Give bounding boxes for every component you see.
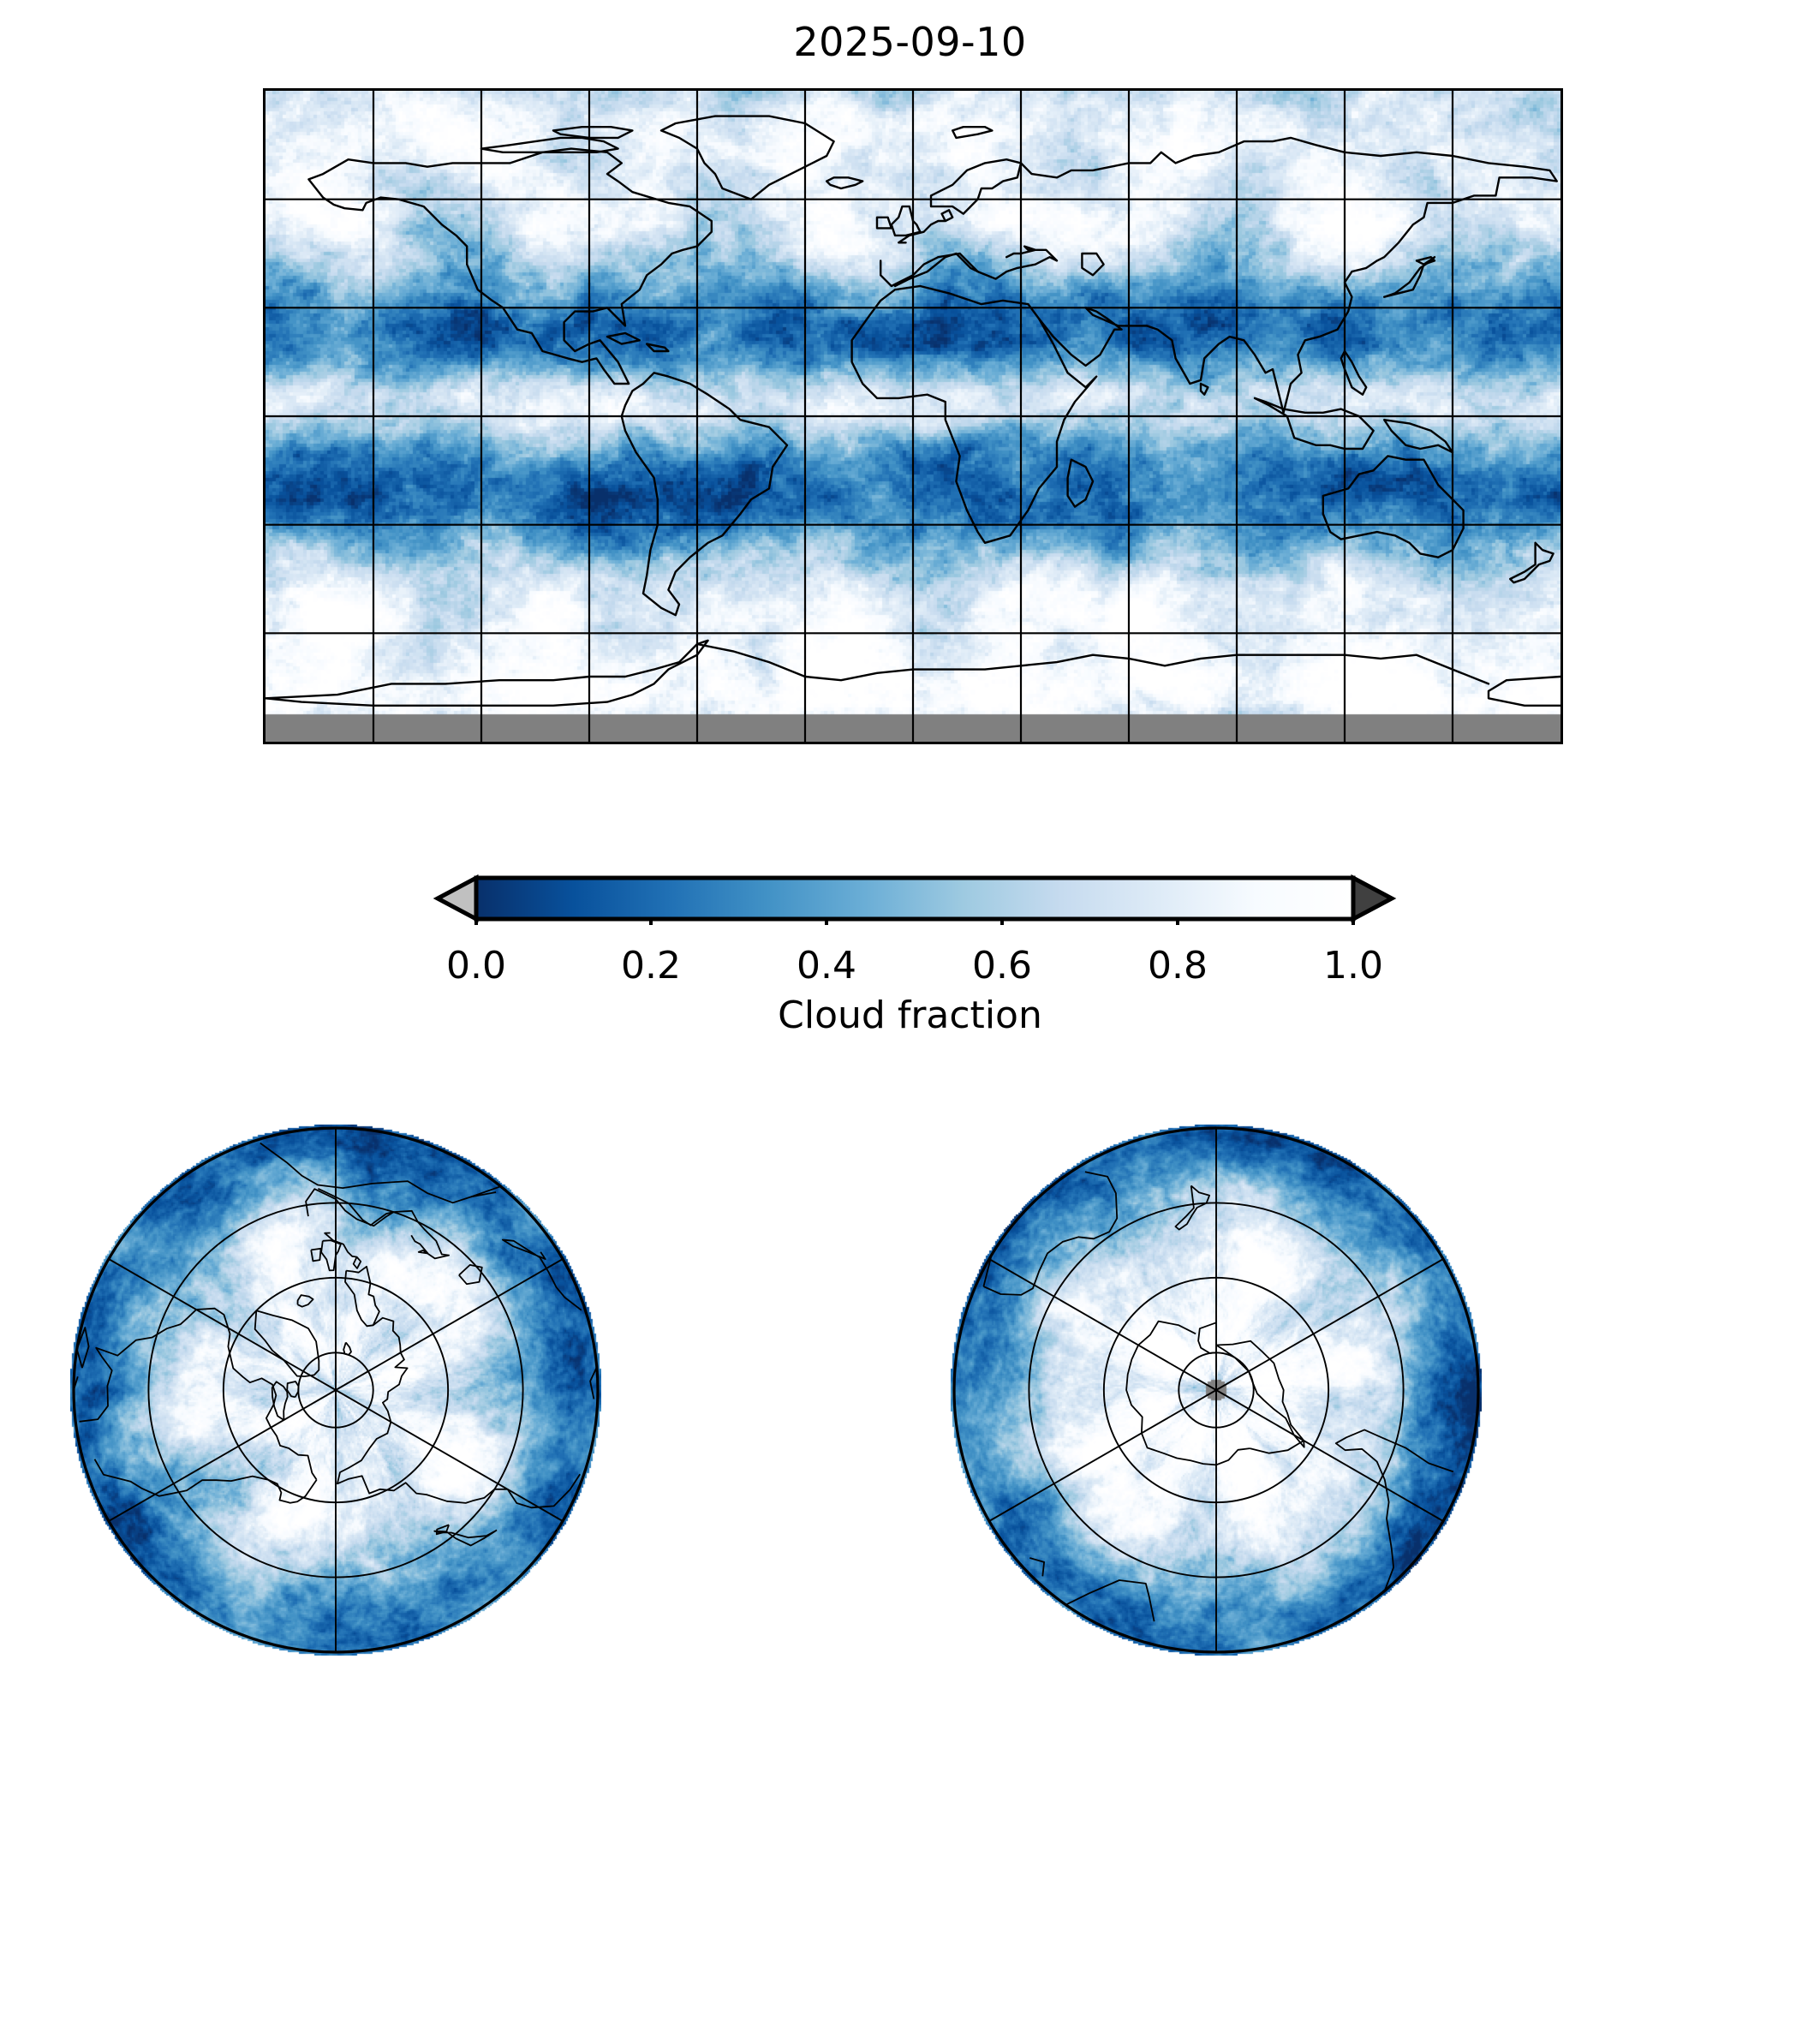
colorbar-tick-5: 1.0 bbox=[1323, 944, 1383, 988]
north-polar-panel[interactable] bbox=[70, 1125, 601, 1656]
colorbar-tick-1: 0.2 bbox=[621, 944, 681, 988]
colorbar-ticks bbox=[474, 919, 1355, 925]
colorbar-swatch bbox=[433, 874, 1397, 925]
colorbar-gradient bbox=[474, 875, 1356, 922]
colorbar-tick-4: 0.8 bbox=[1148, 944, 1208, 988]
colorbar-under-arrow bbox=[433, 874, 479, 923]
north-polar-overlay bbox=[72, 1126, 600, 1654]
global-map-overlay bbox=[266, 91, 1560, 742]
colorbar-over-arrow bbox=[1351, 874, 1397, 923]
polar-boundary bbox=[72, 1126, 600, 1654]
global-map-panel[interactable] bbox=[263, 88, 1563, 744]
polar-boundary bbox=[952, 1126, 1480, 1654]
colorbar-tick-3: 0.6 bbox=[972, 944, 1032, 988]
colorbar-tick-0: 0.0 bbox=[446, 944, 506, 988]
colorbar-tick-2: 0.4 bbox=[797, 944, 856, 988]
polar-coastlines bbox=[982, 1171, 1454, 1622]
colorbar-tick-labels: 0.0 0.2 0.4 0.6 0.8 1.0 bbox=[0, 944, 1820, 995]
south-polar-overlay bbox=[952, 1126, 1480, 1654]
colorbar-group: 0.0 0.2 0.4 0.6 0.8 1.0 Cloud fraction bbox=[0, 865, 1820, 1079]
polar-coastlines bbox=[74, 1142, 598, 1547]
polar-graticule bbox=[108, 1128, 564, 1652]
south-polar-panel[interactable] bbox=[951, 1125, 1482, 1656]
colorbar[interactable] bbox=[422, 872, 1407, 925]
colorbar-axis-label: Cloud fraction bbox=[778, 994, 1042, 1037]
polar-graticule bbox=[988, 1128, 1444, 1652]
page-title: 2025-09-10 bbox=[793, 19, 1027, 65]
map-coastlines bbox=[266, 115, 1560, 707]
map-graticule bbox=[266, 91, 1560, 742]
